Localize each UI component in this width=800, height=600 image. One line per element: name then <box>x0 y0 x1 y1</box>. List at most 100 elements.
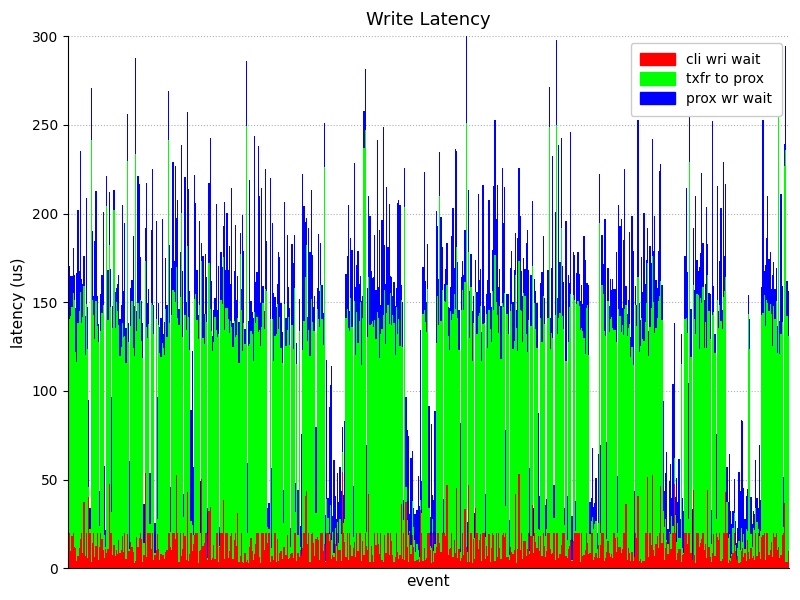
Bar <box>742 548 743 568</box>
Bar <box>715 520 717 533</box>
Bar <box>80 539 81 568</box>
Bar <box>165 551 166 568</box>
Bar <box>622 549 623 568</box>
Bar <box>178 309 179 325</box>
Bar <box>170 547 171 568</box>
Bar <box>612 558 614 568</box>
Bar <box>459 560 461 568</box>
Bar <box>719 533 720 568</box>
Bar <box>99 547 100 568</box>
Bar <box>515 494 516 568</box>
Bar <box>112 328 114 555</box>
Bar <box>317 289 318 308</box>
Bar <box>585 355 586 550</box>
Bar <box>628 300 629 328</box>
Bar <box>636 326 638 538</box>
Bar <box>255 544 257 568</box>
Bar <box>246 562 247 568</box>
Bar <box>195 294 196 533</box>
Bar <box>653 550 654 568</box>
Bar <box>641 563 642 568</box>
Bar <box>585 260 586 355</box>
Bar <box>415 560 416 568</box>
Bar <box>774 289 776 319</box>
Bar <box>689 162 690 533</box>
Bar <box>270 562 271 568</box>
Bar <box>530 326 532 536</box>
Bar <box>602 264 604 294</box>
Bar <box>243 323 245 563</box>
Bar <box>720 562 722 568</box>
Bar <box>514 550 515 568</box>
Bar <box>724 292 725 533</box>
Bar <box>164 559 165 568</box>
Bar <box>715 434 717 520</box>
Bar <box>88 400 90 487</box>
Bar <box>623 335 624 533</box>
Bar <box>671 516 672 549</box>
Bar <box>212 557 213 568</box>
Bar <box>276 334 277 562</box>
Bar <box>447 307 449 336</box>
Bar <box>588 285 590 355</box>
Bar <box>193 467 194 535</box>
Bar <box>291 325 293 553</box>
Bar <box>74 547 75 568</box>
Bar <box>331 366 332 540</box>
Bar <box>725 184 726 277</box>
Bar <box>380 533 382 568</box>
Bar <box>605 337 606 558</box>
Bar <box>123 337 124 551</box>
Bar <box>360 533 361 568</box>
Bar <box>573 541 574 568</box>
Bar <box>172 163 174 290</box>
Bar <box>157 397 158 519</box>
Bar <box>782 322 783 535</box>
Bar <box>76 562 78 568</box>
Bar <box>235 224 236 337</box>
Bar <box>169 533 170 568</box>
Bar <box>201 479 202 568</box>
Bar <box>184 177 186 315</box>
Bar <box>181 556 182 568</box>
Bar <box>420 500 421 510</box>
Bar <box>658 548 659 568</box>
Bar <box>421 513 422 533</box>
Bar <box>777 550 778 568</box>
Bar <box>522 559 523 568</box>
Bar <box>640 320 641 346</box>
Bar <box>229 246 230 333</box>
Bar <box>549 86 550 127</box>
Bar <box>177 200 178 319</box>
Bar <box>509 520 510 555</box>
Bar <box>265 533 266 568</box>
Bar <box>757 497 758 522</box>
Bar <box>489 310 490 534</box>
Bar <box>398 319 399 559</box>
Bar <box>634 491 635 557</box>
Bar <box>466 562 468 568</box>
Bar <box>355 287 356 355</box>
Bar <box>162 556 164 568</box>
Bar <box>233 559 234 568</box>
Bar <box>695 196 696 334</box>
Bar <box>195 203 196 294</box>
Bar <box>245 329 246 344</box>
Bar <box>540 319 542 536</box>
Bar <box>450 311 451 548</box>
Bar <box>547 533 549 568</box>
Bar <box>378 318 379 544</box>
Bar <box>248 563 250 568</box>
Bar <box>433 500 434 551</box>
Bar <box>706 348 707 557</box>
Bar <box>298 331 300 557</box>
Bar <box>221 299 222 533</box>
Bar <box>778 547 779 568</box>
Bar <box>643 341 645 561</box>
Bar <box>191 525 193 551</box>
Bar <box>489 200 490 310</box>
Bar <box>396 533 397 568</box>
Bar <box>547 270 549 318</box>
Bar <box>165 309 166 551</box>
Bar <box>599 223 600 557</box>
